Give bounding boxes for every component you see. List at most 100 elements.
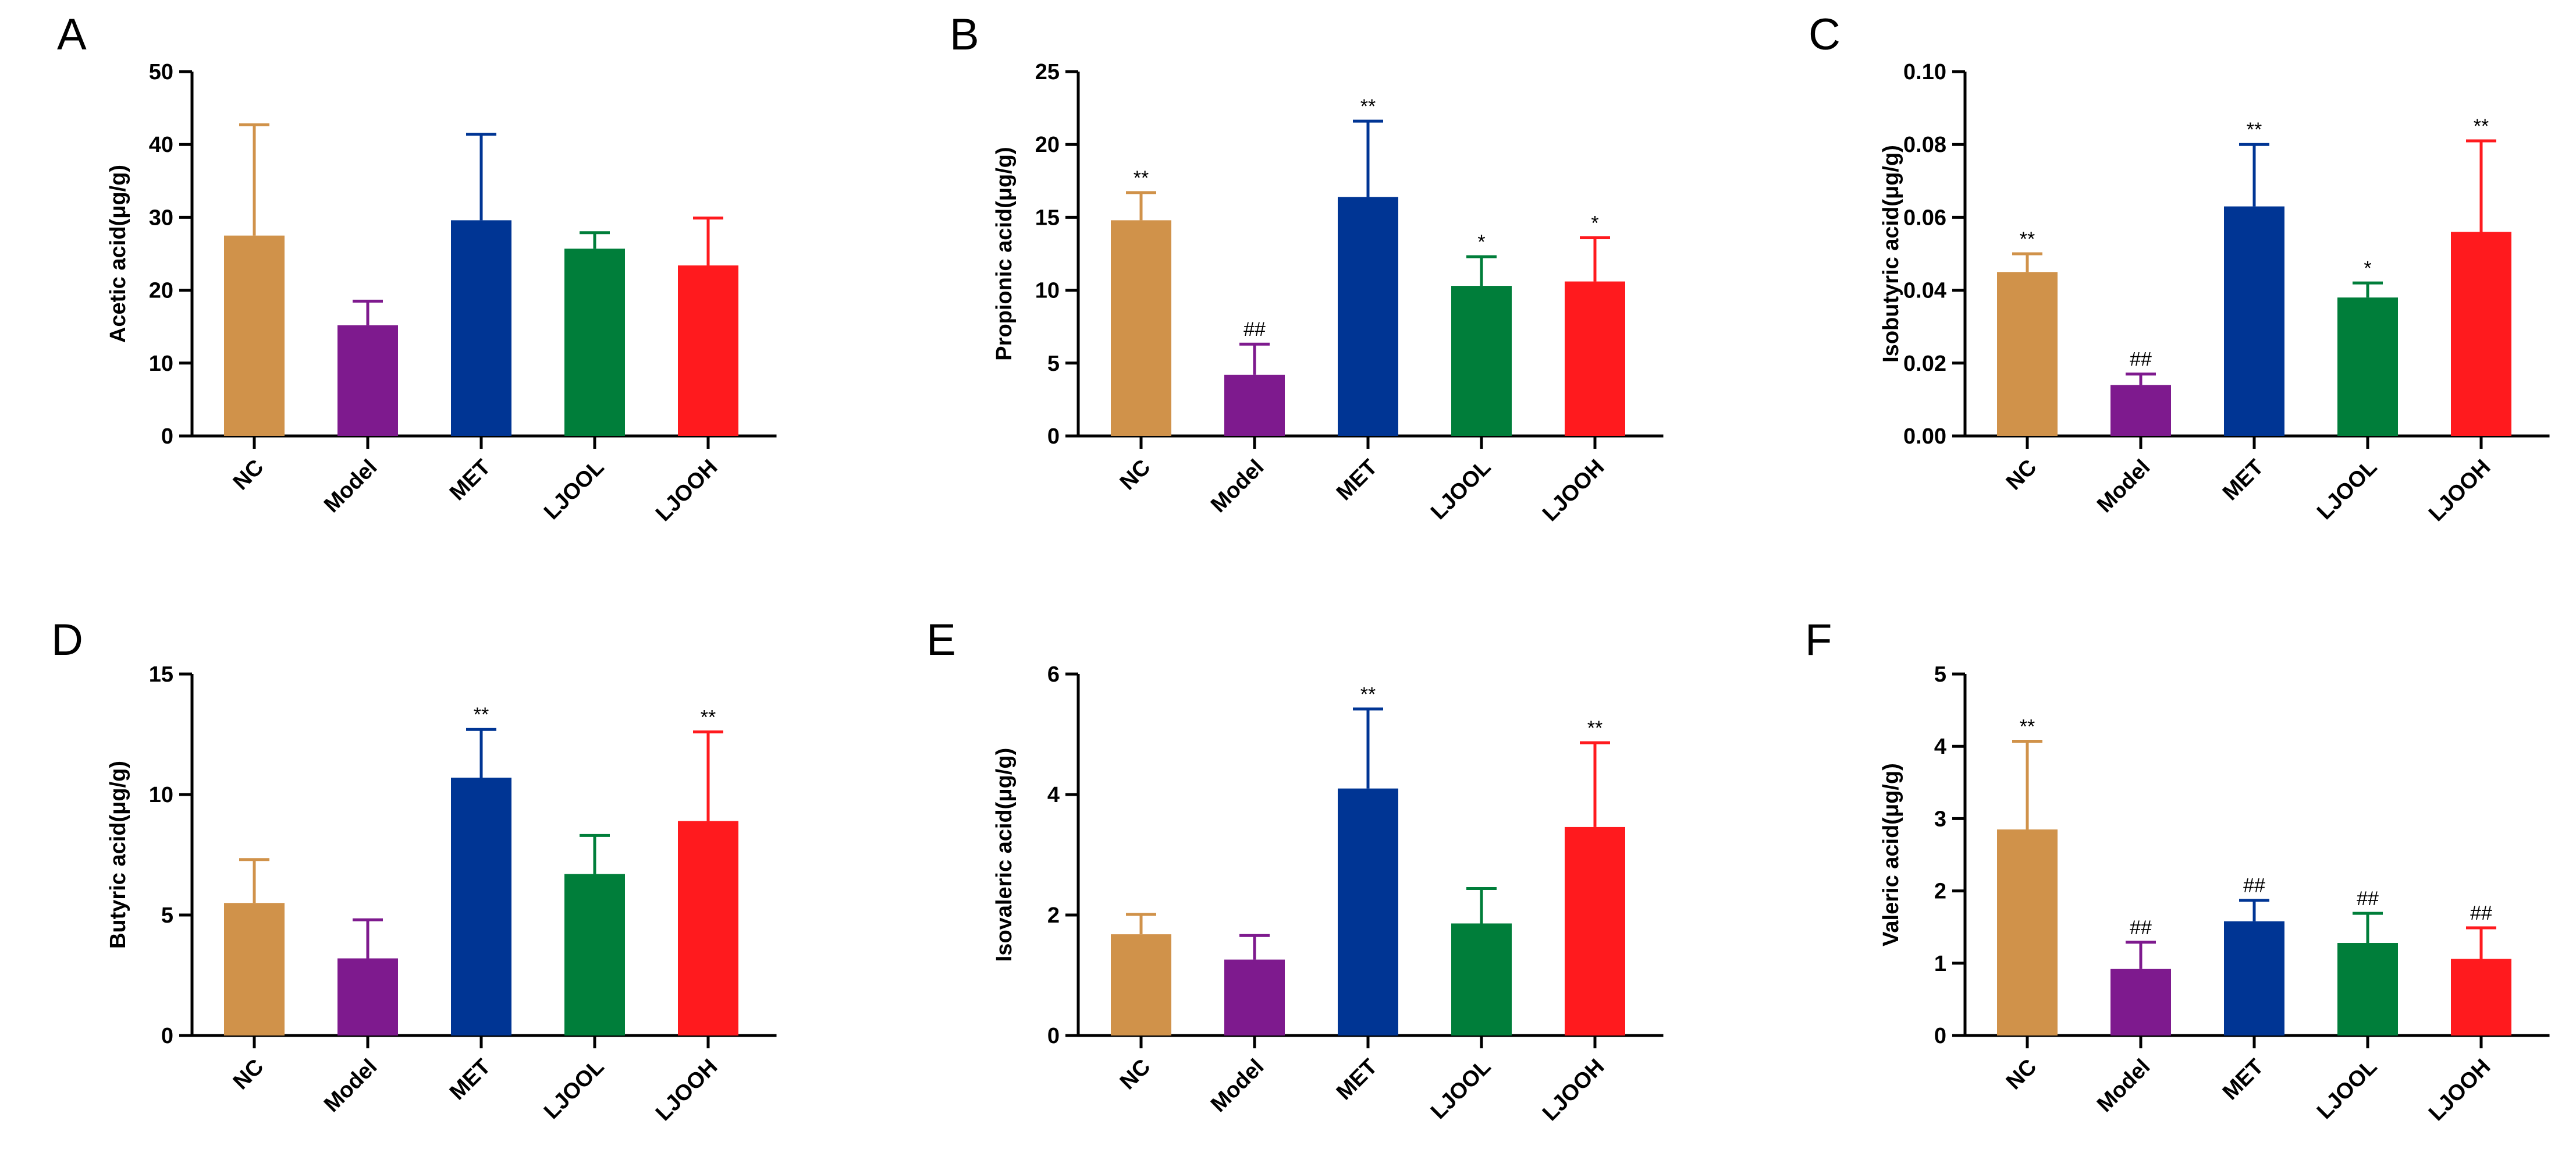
x-tick-label: LJOOH xyxy=(1538,455,1609,526)
y-axis-label: Valeric acid(μg/g) xyxy=(1879,763,1903,946)
y-tick-label: 30 xyxy=(149,205,173,230)
y-axis-label: Acetic acid(μg/g) xyxy=(106,165,130,343)
significance-marker: ** xyxy=(2020,228,2035,250)
x-tick-label: LJOOH xyxy=(2424,1055,2495,1126)
significance-marker: ## xyxy=(2470,902,2492,924)
bar-met xyxy=(451,220,511,436)
significance-marker: ** xyxy=(701,706,716,728)
significance-marker: * xyxy=(1477,231,1485,253)
y-tick-label: 20 xyxy=(149,279,173,303)
bar-ljool xyxy=(564,249,625,436)
x-tick-label: MET xyxy=(445,1055,495,1105)
x-tick-label: Model xyxy=(2092,455,2155,517)
panel-letter: B xyxy=(950,10,979,59)
y-tick-label: 0.02 xyxy=(1903,352,1946,376)
chart-panel-c: C 0.00 0.02 0.04 0.06 0.08 0.10 Isobutyric acid… xyxy=(1808,10,2550,526)
bar-nc xyxy=(1111,934,1171,1035)
chart-panel-a: A 0 10 20 30 40 50 Acetic acid(μg/g) NC Model MET L… xyxy=(57,10,777,526)
x-tick-label: LJOOH xyxy=(651,1055,722,1126)
significance-marker: ** xyxy=(1587,717,1603,739)
bar-nc xyxy=(1997,272,2058,436)
bar-met xyxy=(451,778,511,1035)
x-tick-label: MET xyxy=(445,455,495,505)
y-tick-label: 0 xyxy=(1047,424,1060,449)
y-tick-label: 25 xyxy=(1035,60,1060,84)
x-tick-label: NC xyxy=(229,455,269,495)
y-tick-label: 4 xyxy=(1934,735,1946,759)
bar-met xyxy=(1338,788,1398,1035)
y-tick-label: 0 xyxy=(161,424,173,449)
x-tick-label: LJOOL xyxy=(1426,455,1495,524)
bar-ljooh xyxy=(1565,827,1625,1035)
y-tick-label: 0 xyxy=(161,1024,173,1048)
bar-model xyxy=(337,325,398,436)
bar-ljooh xyxy=(2451,232,2511,436)
y-tick-label: 0.08 xyxy=(1903,133,1946,157)
bar-ljooh xyxy=(678,821,738,1035)
bar-nc xyxy=(1111,220,1171,436)
y-tick-label: 50 xyxy=(149,60,173,84)
y-axis-label: Isovaleric acid(μg/g) xyxy=(992,748,1017,962)
significance-marker: ** xyxy=(1360,95,1376,118)
y-axis-label: Propionic acid(μg/g) xyxy=(992,147,1017,360)
y-tick-label: 15 xyxy=(149,662,173,687)
significance-marker: ## xyxy=(2130,917,2152,939)
x-tick-label: LJOOH xyxy=(1538,1055,1609,1126)
bar-ljool xyxy=(2337,297,2398,436)
y-tick-label: 4 xyxy=(1047,783,1060,807)
bar-ljooh xyxy=(678,265,738,436)
x-tick-label: LJOOL xyxy=(2312,455,2382,524)
significance-marker: ## xyxy=(1243,318,1266,341)
significance-marker: ** xyxy=(1134,167,1149,189)
x-tick-label: LJOOL xyxy=(1426,1055,1495,1124)
x-tick-label: Model xyxy=(2092,1055,2155,1117)
bar-met xyxy=(2224,921,2284,1035)
x-tick-label: MET xyxy=(2218,455,2268,505)
y-tick-label: 20 xyxy=(1035,133,1060,157)
significance-marker: ** xyxy=(2020,716,2035,738)
panel-letter: F xyxy=(1805,615,1832,665)
y-tick-label: 3 xyxy=(1934,807,1946,831)
chart-panel-d: D 0 5 10 15 Butyric acid(μg/g) NC Model ** MET LJO… xyxy=(51,615,777,1126)
bar-nc xyxy=(224,903,285,1035)
y-tick-label: 5 xyxy=(1047,352,1060,376)
x-tick-label: NC xyxy=(2002,1055,2042,1095)
panel-letter: E xyxy=(926,615,956,665)
x-tick-label: Model xyxy=(1206,455,1269,517)
x-tick-label: NC xyxy=(1115,455,1156,495)
bar-met xyxy=(2224,206,2284,436)
y-tick-label: 1 xyxy=(1934,952,1946,976)
significance-marker: ** xyxy=(474,704,489,726)
y-tick-label: 6 xyxy=(1047,662,1060,687)
bar-model xyxy=(2110,385,2171,436)
y-tick-label: 0.00 xyxy=(1903,424,1946,449)
x-tick-label: NC xyxy=(1115,1055,1156,1095)
significance-marker: * xyxy=(1591,212,1598,234)
y-tick-label: 10 xyxy=(149,783,173,807)
significance-marker: ** xyxy=(1360,683,1376,705)
bar-ljool xyxy=(1451,923,1512,1035)
y-tick-label: 0 xyxy=(1047,1024,1060,1048)
bar-nc xyxy=(224,235,285,436)
y-tick-label: 5 xyxy=(1934,662,1946,687)
significance-marker: ## xyxy=(2243,875,2265,897)
significance-marker: ** xyxy=(2474,115,2489,137)
y-axis-label: Butyric acid(μg/g) xyxy=(106,761,130,949)
bar-model xyxy=(1224,959,1285,1035)
x-tick-label: Model xyxy=(319,455,382,517)
y-tick-label: 0.04 xyxy=(1903,279,1946,303)
bar-ljool xyxy=(1451,286,1512,436)
significance-marker: * xyxy=(2364,257,2371,279)
bar-ljool xyxy=(2337,943,2398,1035)
x-tick-label: NC xyxy=(229,1055,269,1095)
y-tick-label: 0 xyxy=(1934,1024,1946,1048)
x-tick-label: MET xyxy=(1332,455,1382,505)
x-tick-label: LJOOL xyxy=(539,1055,609,1124)
panel-letter: D xyxy=(51,615,83,665)
y-tick-label: 5 xyxy=(161,903,173,928)
panel-letter: C xyxy=(1808,10,1840,59)
y-tick-label: 0.06 xyxy=(1903,205,1946,230)
x-tick-label: LJOOH xyxy=(651,455,722,526)
significance-marker: ## xyxy=(2357,888,2379,910)
